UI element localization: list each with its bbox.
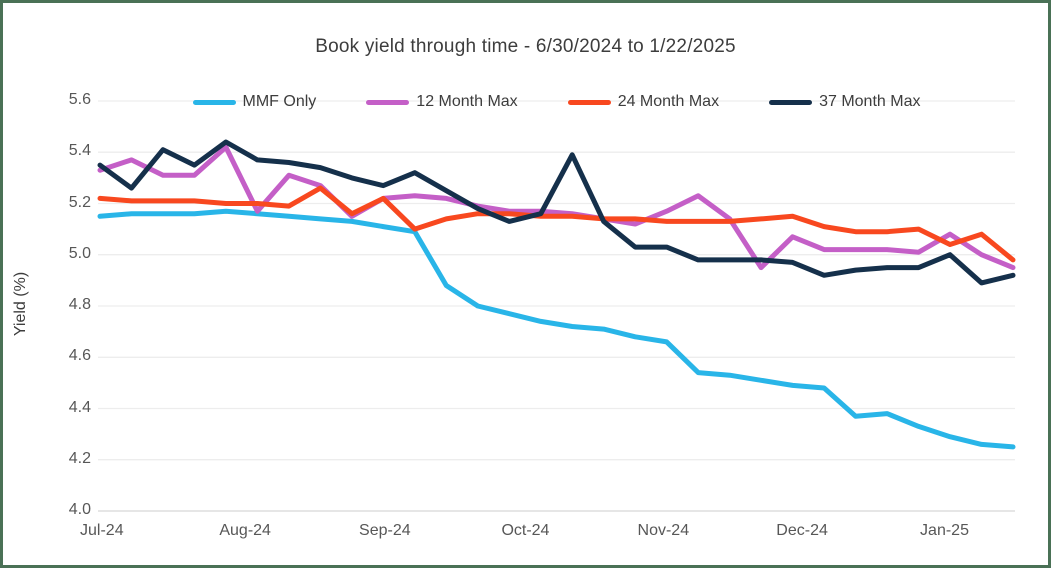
legend-line-marker-24-month-max: [567, 99, 611, 105]
x-tick-label: Dec-24: [776, 522, 828, 539]
y-tick-label: 4.8: [68, 296, 91, 313]
legend-label-mmf-only: MMF Only: [242, 93, 317, 110]
y-tick-label: 5.4: [68, 142, 91, 160]
y-tick-label: 4.6: [68, 347, 91, 365]
x-tick-label: Jan-25: [920, 522, 969, 539]
legend-item-12-month-max: 12 Month Max: [366, 93, 518, 111]
legend-line-marker-37-month-max: [769, 99, 813, 105]
y-tick-label: 4.0: [68, 501, 91, 518]
legend-item-mmf-only: MMF Only: [192, 93, 317, 111]
x-tick-label: Aug-24: [219, 522, 271, 539]
x-tick-label: Jul-24: [80, 522, 124, 539]
legend-label-12-month-max: 12 Month Max: [416, 93, 518, 110]
legend-label-24-month-max: 24 Month Max: [617, 93, 720, 110]
x-tick-label: Oct-24: [501, 522, 550, 539]
legend: MMF Only 12 Month Max 24 Month Max 37 Mo…: [100, 89, 1013, 115]
series-line-12-month-max: [97, 144, 1016, 271]
y-tick-label: 4.4: [68, 398, 91, 416]
plot-area: [97, 100, 1016, 512]
y-tick-label: 4.2: [68, 449, 91, 467]
legend-line-marker-mmf-only: [192, 99, 236, 105]
legend-line-marker-12-month-max: [366, 99, 410, 105]
legend-item-24-month-max: 24 Month Max: [567, 93, 720, 111]
series-line-37-month-max: [97, 139, 1016, 286]
x-tick-label: Nov-24: [637, 522, 690, 539]
series-line-24-month-max: [97, 185, 1016, 263]
y-tick-label: 5.2: [68, 193, 91, 211]
y-tick-label: 5.0: [68, 244, 91, 262]
x-tick-label: Sep-24: [359, 522, 411, 539]
chart-title: Book yield through time - 6/30/2024 to 1…: [315, 36, 736, 57]
legend-label-37-month-max: 37 Month Max: [819, 93, 921, 110]
legend-item-37-month-max: 37 Month Max: [769, 93, 920, 111]
series-line-mmf-only: [97, 208, 1016, 450]
y-tick-label: 5.6: [68, 91, 91, 108]
